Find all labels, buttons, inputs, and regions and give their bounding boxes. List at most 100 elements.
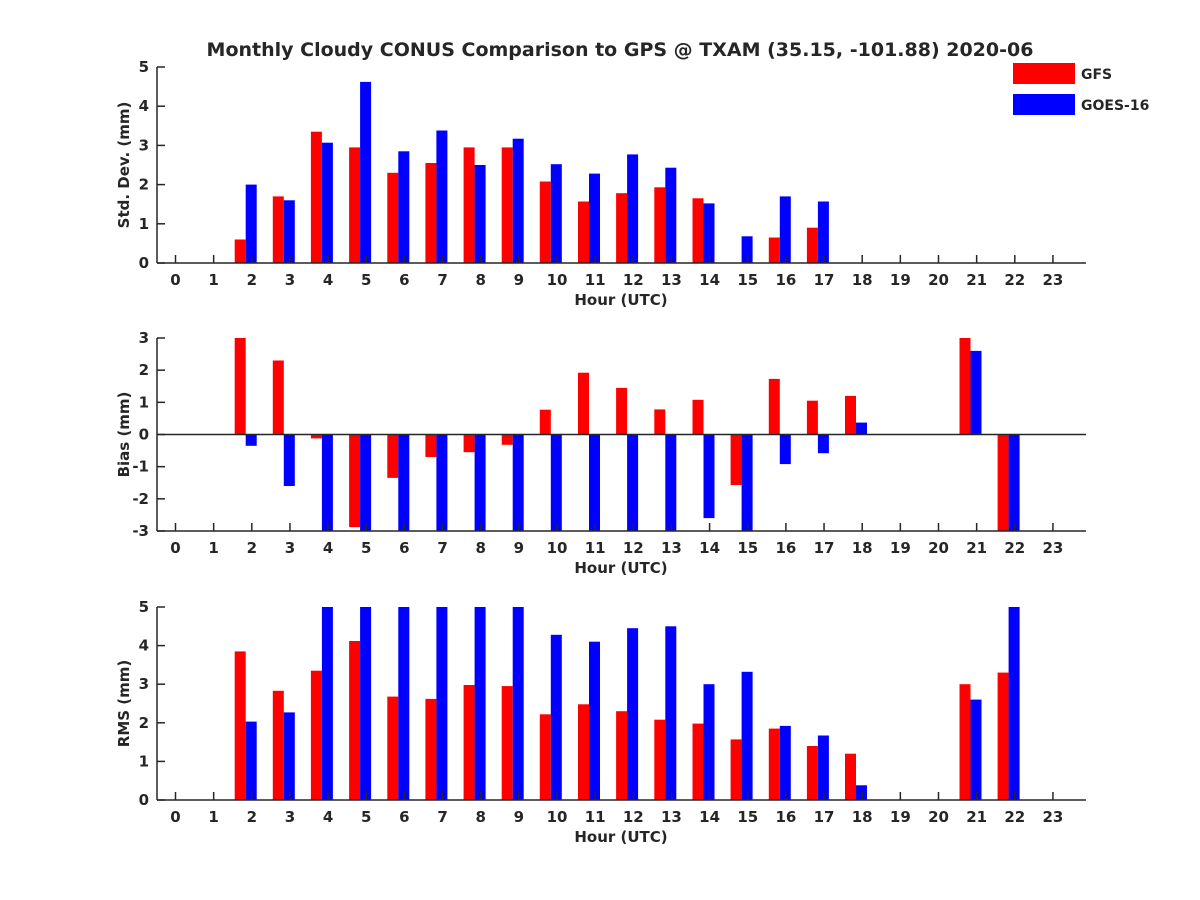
bar-rms-goes-16-hour-3 — [321, 607, 333, 800]
x-tick-label: 8 — [475, 539, 485, 557]
x-tick-label: 13 — [661, 271, 682, 289]
x-tick-label: 18 — [852, 539, 873, 557]
x-tick-label: 12 — [623, 271, 644, 289]
bar-rms-goes-16-hour-15 — [779, 725, 791, 800]
bar-bias-goes-16-hour-5 — [398, 434, 410, 531]
bar-std-dev-gfs-hour-1 — [234, 239, 246, 263]
x-tick-label: 22 — [1004, 808, 1025, 826]
bar-std-dev-gfs-hour-15 — [768, 237, 780, 263]
bar-rms-goes-16-hour-8 — [512, 607, 524, 800]
x-tick-label: 7 — [437, 539, 447, 557]
x-tick-label: 13 — [661, 539, 682, 557]
bar-std-dev-gfs-hour-12 — [654, 187, 666, 263]
bar-bias-gfs-hour-8 — [501, 434, 513, 445]
bar-std-dev-gfs-hour-11 — [616, 193, 628, 263]
x-tick-label: 21 — [966, 539, 987, 557]
bar-bias-gfs-hour-3 — [310, 434, 322, 439]
bar-std-dev-gfs-hour-8 — [501, 147, 513, 263]
x-tick-label: 11 — [585, 539, 606, 557]
x-tick-label: 13 — [661, 808, 682, 826]
bar-bias-goes-16-hour-4 — [360, 434, 372, 531]
bar-rms-goes-16-hour-11 — [627, 628, 639, 800]
x-tick-label: 12 — [623, 808, 644, 826]
bar-std-dev-goes-16-hour-11 — [627, 154, 639, 263]
legend-label-gfs: GFS — [1081, 67, 1112, 83]
x-tick-label: 5 — [361, 271, 371, 289]
bar-std-dev-gfs-hour-4 — [349, 147, 361, 263]
bar-rms-goes-16-hour-14 — [741, 671, 753, 800]
x-tick-label: 16 — [775, 539, 796, 557]
x-tick-label: 15 — [737, 271, 758, 289]
x-tick-label: 4 — [323, 539, 333, 557]
bar-rms-goes-16-hour-4 — [360, 607, 372, 800]
bar-std-dev-goes-16-hour-8 — [512, 138, 524, 263]
x-axis-label: Hour (UTC) — [574, 559, 667, 577]
bar-rms-gfs-hour-8 — [501, 686, 513, 800]
bar-bias-goes-16-hour-7 — [474, 434, 486, 531]
x-tick-label: 17 — [814, 539, 835, 557]
x-tick-label: 0 — [170, 539, 180, 557]
bar-bias-goes-16-hour-8 — [512, 434, 524, 531]
y-tick-label: -1 — [132, 458, 149, 476]
bar-std-dev-gfs-hour-9 — [539, 181, 551, 263]
y-tick-label: 1 — [139, 752, 149, 770]
x-tick-label: 16 — [775, 271, 796, 289]
x-tick-label: 2 — [247, 808, 257, 826]
bar-rms-gfs-hour-20 — [959, 684, 971, 800]
x-tick-label: 8 — [475, 271, 485, 289]
x-axis-label: Hour (UTC) — [574, 828, 667, 846]
bar-std-dev-gfs-hour-16 — [806, 227, 818, 263]
bar-bias-gfs-hour-11 — [616, 387, 628, 435]
bar-std-dev-goes-16-hour-10 — [589, 173, 600, 263]
x-tick-label: 3 — [285, 539, 295, 557]
bar-rms-gfs-hour-7 — [463, 685, 475, 800]
x-tick-label: 17 — [814, 271, 835, 289]
x-tick-label: 16 — [775, 808, 796, 826]
x-tick-label: 9 — [514, 271, 524, 289]
x-tick-label: 12 — [623, 539, 644, 557]
bar-rms-gfs-hour-5 — [387, 696, 399, 800]
y-tick-label: 2 — [139, 714, 149, 732]
bar-std-dev-goes-16-hour-13 — [703, 203, 715, 263]
bar-bias-gfs-hour-13 — [692, 399, 704, 435]
x-tick-label: 2 — [247, 539, 257, 557]
bar-rms-gfs-hour-4 — [349, 641, 361, 800]
figure-title: Monthly Cloudy CONUS Comparison to GPS @… — [207, 39, 1034, 61]
x-tick-label: 23 — [1043, 808, 1064, 826]
x-tick-label: 22 — [1004, 271, 1025, 289]
bar-bias-gfs-hour-7 — [463, 434, 475, 453]
bar-std-dev-goes-16-hour-4 — [360, 81, 372, 264]
x-tick-label: 17 — [814, 808, 835, 826]
bar-std-dev-goes-16-hour-6 — [436, 130, 448, 263]
bar-rms-gfs-hour-16 — [806, 746, 818, 800]
bar-bias-gfs-hour-10 — [578, 372, 589, 435]
x-tick-label: 5 — [361, 808, 371, 826]
y-tick-label: 0 — [139, 254, 149, 272]
bar-rms-gfs-hour-3 — [310, 670, 322, 800]
y-tick-label: 4 — [139, 637, 149, 655]
y-axis-label: Bias (mm) — [115, 392, 133, 478]
x-tick-label: 19 — [890, 539, 911, 557]
bar-bias-gfs-hour-21 — [997, 434, 1009, 531]
bar-rms-goes-16-hour-7 — [474, 607, 486, 800]
x-tick-label: 11 — [585, 808, 606, 826]
bar-rms-goes-16-hour-16 — [817, 735, 829, 800]
y-axis-label: Std. Dev. (mm) — [115, 102, 133, 229]
x-tick-label: 20 — [928, 808, 949, 826]
bar-bias-gfs-hour-5 — [387, 434, 399, 478]
x-tick-label: 1 — [208, 539, 218, 557]
bar-rms-goes-16-hour-10 — [589, 641, 600, 800]
bar-rms-gfs-hour-11 — [616, 711, 628, 800]
bar-rms-gfs-hour-17 — [845, 753, 856, 800]
bar-bias-goes-16-hour-20 — [970, 350, 982, 435]
x-tick-label: 15 — [737, 539, 758, 557]
bar-rms-gfs-hour-10 — [578, 704, 589, 800]
legend-swatch-goes-16 — [1013, 94, 1075, 115]
bar-rms-gfs-hour-2 — [272, 690, 284, 800]
bar-bias-goes-16-hour-1 — [245, 434, 257, 446]
x-tick-label: 19 — [890, 271, 911, 289]
x-tick-label: 23 — [1043, 539, 1064, 557]
bar-bias-gfs-hour-17 — [845, 395, 856, 435]
bar-bias-goes-16-hour-3 — [321, 434, 333, 531]
